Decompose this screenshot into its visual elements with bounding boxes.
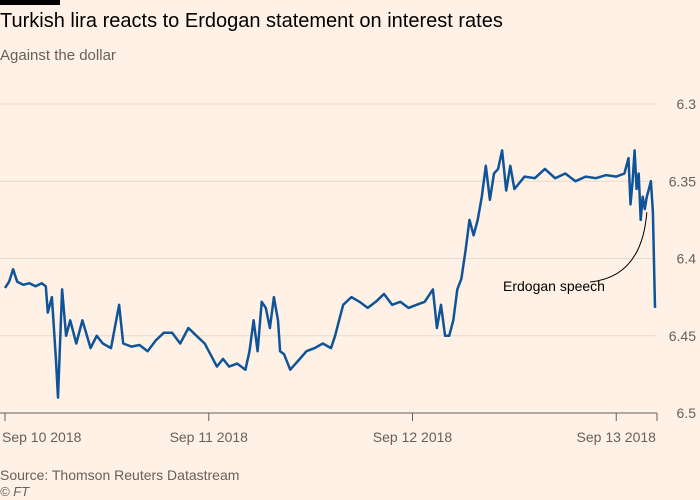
- source-note: Source: Thomson Reuters Datastream: [0, 467, 240, 483]
- x-tick-label: Sep 13 2018: [577, 429, 657, 445]
- ft-top-bar: [0, 0, 60, 5]
- y-tick-label: 6.3: [677, 96, 697, 112]
- chart-subtitle: Against the dollar: [0, 47, 116, 64]
- x-axis: Sep 10 2018 Sep 11 2018 Sep 12 2018 Sep 13 …: [2, 413, 658, 445]
- y-tick-label: 6.5: [677, 405, 697, 421]
- line-chart: 6.3 6.35 6.4 6.45 6.5 Sep 10 2018 Sep 11 2018…: [0, 96, 696, 445]
- annotation-group: Erdogan speech: [503, 212, 648, 294]
- y-tick-label: 6.45: [669, 328, 696, 344]
- y-tick-label: 6.4: [677, 251, 697, 267]
- x-tick-label: Sep 10 2018: [2, 429, 82, 445]
- y-axis: 6.3 6.35 6.4 6.45 6.5: [669, 96, 696, 421]
- chart-title: Turkish lira reacts to Erdogan statement…: [0, 10, 503, 32]
- grid-lines: [0, 103, 657, 414]
- series-line: [3, 149, 657, 399]
- x-tick-label: Sep 12 2018: [373, 429, 453, 445]
- annotation-label: Erdogan speech: [503, 278, 605, 294]
- series-group: [3, 149, 657, 399]
- x-tick-label: Sep 11 2018: [170, 429, 249, 445]
- y-tick-label: 6.35: [669, 173, 696, 189]
- ft-credit: © FT: [0, 484, 30, 499]
- annotation-leader-line: [589, 212, 648, 283]
